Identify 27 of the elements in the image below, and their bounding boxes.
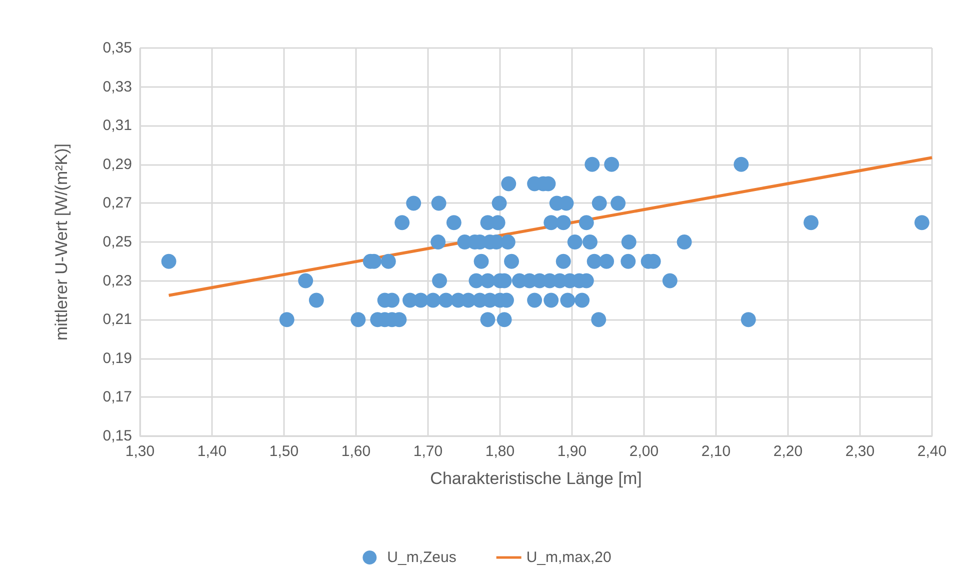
x-tick-label: 1,40 [197, 443, 227, 460]
y-tick-label: 0,21 [102, 311, 132, 328]
y-axis-title: mittlerer U-Wert [W/(m²K)] [52, 143, 71, 341]
y-tick-label: 0,17 [102, 388, 132, 406]
x-tick-label: 2,10 [701, 443, 731, 460]
x-tick-label: 1,60 [341, 443, 371, 460]
y-tick-label: 0,33 [102, 78, 132, 96]
y-tick-label: 0,27 [102, 194, 132, 212]
x-tick-label: 1,90 [557, 443, 587, 460]
x-tick-label: 1,30 [125, 443, 155, 460]
y-tick-label: 0,15 [102, 428, 132, 444]
y-tick-label: 0,25 [102, 234, 132, 250]
x-tick-label: 1,80 [485, 443, 515, 460]
y-tick-label: 0,23 [102, 272, 132, 290]
legend-label: U_m,Zeus [387, 549, 456, 566]
x-tick-label: 2,00 [629, 443, 659, 460]
y-tick-label: 0,29 [102, 156, 132, 173]
x-axis-title: Charakteristische Länge [m] [430, 469, 642, 488]
y-tick-label: 0,31 [102, 117, 132, 134]
legend-label: U_m,max,20 [526, 549, 612, 566]
x-tick-label: 1,70 [413, 443, 443, 460]
y-tick-label: 0,35 [102, 40, 132, 56]
y-tick-label: 0,19 [102, 350, 132, 367]
x-tick-label: 1,50 [269, 443, 299, 460]
x-tick-label: 2,20 [773, 443, 803, 460]
x-tick-label: 2,30 [845, 443, 875, 460]
x-tick-label: 2,40 [917, 443, 947, 460]
